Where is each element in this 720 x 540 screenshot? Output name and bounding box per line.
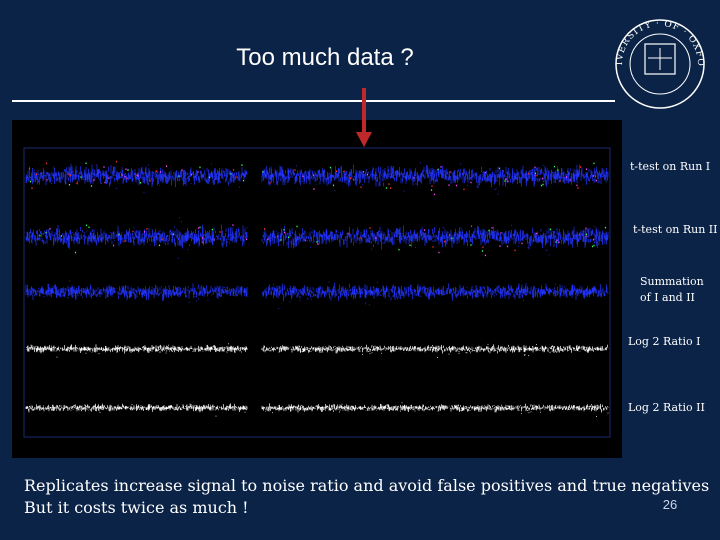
title: Too much data ?: [236, 44, 413, 71]
track-label: Log 2 Ratio I: [628, 335, 700, 348]
signal-track: [25, 343, 609, 358]
signal-track: [25, 280, 609, 310]
page-number: 26: [663, 497, 677, 512]
logo-shield: [644, 43, 676, 75]
caption-line: Replicates increase signal to noise rati…: [24, 476, 709, 495]
signal-speckle: [29, 162, 595, 191]
plot-frame: [23, 147, 611, 438]
signal-track: [25, 402, 609, 417]
track-label: t-test on Run I: [630, 160, 710, 173]
caption-line: But it costs twice as much !: [24, 498, 249, 517]
signal-speckle: [39, 224, 607, 254]
track-labels: t-test on Run I t-test on Run II Summation…: [628, 160, 717, 414]
signal-track: [25, 217, 609, 259]
logo-ring: [615, 19, 705, 109]
track-label: of I and II: [640, 291, 695, 304]
signal-track: [25, 162, 609, 195]
track-label: Summation: [640, 275, 704, 288]
tracks: [25, 160, 609, 417]
signal-speckle: [124, 225, 588, 252]
logo-book: [648, 48, 672, 70]
arrow: [356, 88, 372, 147]
signal-speckle: [93, 165, 598, 196]
track-label: Log 2 Ratio II: [628, 401, 705, 414]
logo-ring: [629, 33, 691, 95]
arrow-head: [356, 132, 372, 147]
track-label: t-test on Run II: [633, 223, 717, 236]
signal-speckle: [28, 160, 597, 191]
signal-speckle: [49, 224, 595, 257]
